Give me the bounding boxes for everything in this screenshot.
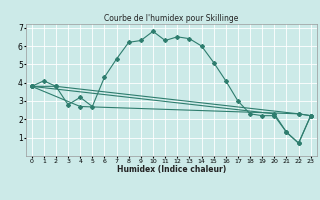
X-axis label: Humidex (Indice chaleur): Humidex (Indice chaleur)	[116, 165, 226, 174]
Title: Courbe de l'humidex pour Skillinge: Courbe de l'humidex pour Skillinge	[104, 14, 238, 23]
